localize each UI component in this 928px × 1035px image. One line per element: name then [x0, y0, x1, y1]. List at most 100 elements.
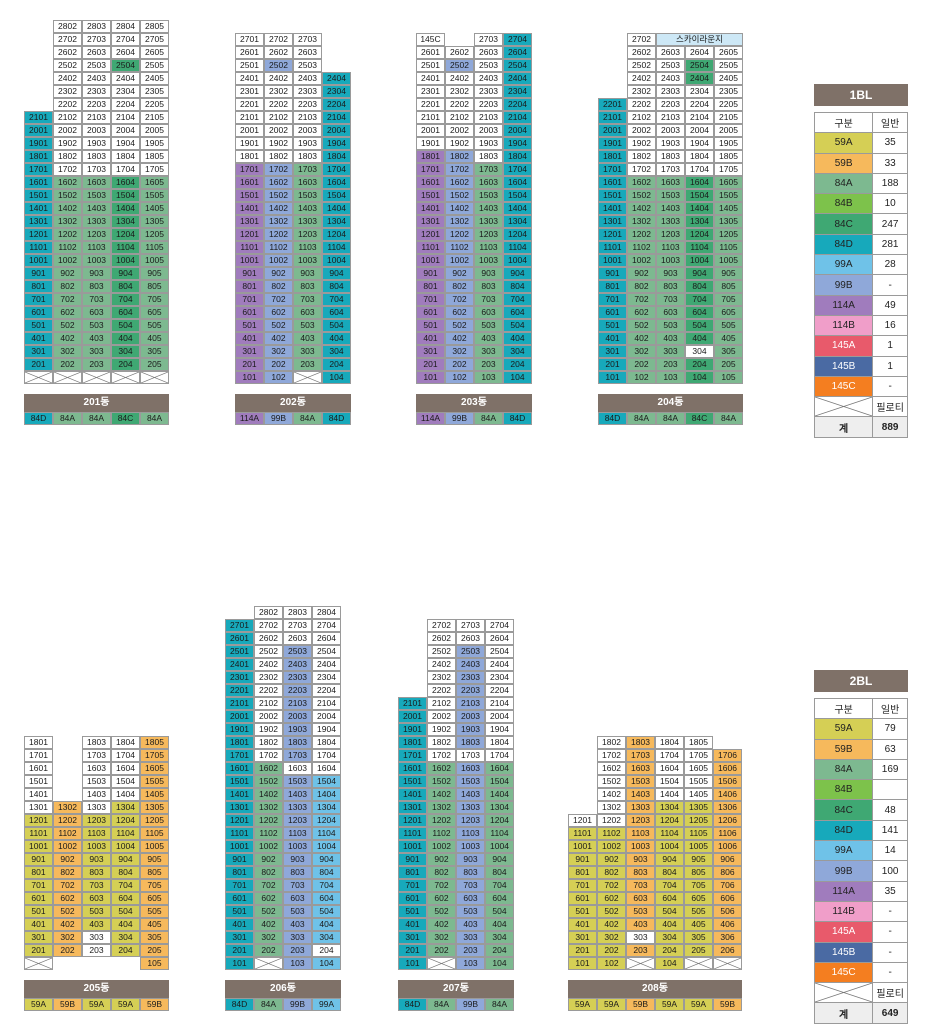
unit-203-1502: 1502: [445, 189, 474, 202]
unit-202-2401: 2401: [235, 72, 264, 85]
unit-202-1102: 1102: [264, 241, 293, 254]
unit-205-303: 303: [82, 931, 111, 944]
unit-205-1205: 1205: [140, 814, 169, 827]
unit-204-403: 403: [656, 332, 685, 345]
legend-total-label: 계: [813, 1002, 874, 1024]
unit-201-2004: 2004: [111, 124, 140, 137]
unit-203-1202: 1202: [445, 228, 474, 241]
unit-204-1502: 1502: [627, 189, 656, 202]
unit-207-2704: 2704: [485, 619, 514, 632]
unit-204-2205: 2205: [714, 98, 743, 111]
unit-206-302: 302: [254, 931, 283, 944]
unit-207-1301: 1301: [398, 801, 427, 814]
unit-205-505: 505: [140, 905, 169, 918]
unit-206-404: 404: [312, 918, 341, 931]
unit-205-1005: 1005: [140, 840, 169, 853]
unit-201-1302: 1302: [53, 215, 82, 228]
unit-204-2402: 2402: [627, 72, 656, 85]
unit-207-501: 501: [398, 905, 427, 918]
unit-201-1904: 1904: [111, 137, 140, 150]
unit-204-905: 905: [714, 267, 743, 280]
unit-203-501: 501: [416, 319, 445, 332]
unit-201-302: 302: [53, 345, 82, 358]
unit-206-803: 803: [283, 866, 312, 879]
unit-208-906: 906: [713, 853, 742, 866]
unit-201-2502: 2502: [53, 59, 82, 72]
unit-206-1702: 1702: [254, 749, 283, 762]
unit-207-2702: 2702: [427, 619, 456, 632]
unit-206-702: 702: [254, 879, 283, 892]
unit-203-604: 604: [503, 306, 532, 319]
unit-206-703: 703: [283, 879, 312, 892]
unit-203-1102: 1102: [445, 241, 474, 254]
unit-201-903: 903: [82, 267, 111, 280]
unit-202-201: 201: [235, 358, 264, 371]
unit-204-2004: 2004: [685, 124, 714, 137]
unit-204-2505: 2505: [714, 59, 743, 72]
unit-207-602: 602: [427, 892, 456, 905]
unit-205-202: 202: [53, 944, 82, 957]
unit-202-1302: 1302: [264, 215, 293, 228]
unit-201-2101: 2101: [24, 111, 53, 124]
unit-202-404: 404: [322, 332, 351, 345]
unit-204-1704: 1704: [685, 163, 714, 176]
unit-204-1102: 1102: [627, 241, 656, 254]
unit-201-1405: 1405: [140, 202, 169, 215]
unit-204-1404: 1404: [685, 202, 714, 215]
line-type-205-1: 59A: [24, 998, 53, 1011]
unit-204-402: 402: [627, 332, 656, 345]
unit-207-1704: 1704: [485, 749, 514, 762]
unit-201-2605: 2605: [140, 46, 169, 59]
unit-207-2004: 2004: [485, 710, 514, 723]
unit-208-206: 206: [713, 944, 742, 957]
unit-208-101: 101: [568, 957, 597, 970]
unit-201-2505: 2505: [140, 59, 169, 72]
unit-206-1003: 1003: [283, 840, 312, 853]
unit-208-104: 104: [655, 957, 684, 970]
unit-205-604: 604: [111, 892, 140, 905]
unit-201-2305: 2305: [140, 85, 169, 98]
unit-208-1802: 1802: [597, 736, 626, 749]
unit-201-2504: 2504: [111, 59, 140, 72]
unit-207-1604: 1604: [485, 762, 514, 775]
unit-207-801: 801: [398, 866, 427, 879]
unit-201-2805: 2805: [140, 20, 169, 33]
unit-204-1604: 1604: [685, 176, 714, 189]
unit-205-804: 804: [111, 866, 140, 879]
unit-205-1302: 1302: [53, 801, 82, 814]
unit-202-1501: 1501: [235, 189, 264, 202]
unit-205-1001: 1001: [24, 840, 53, 853]
unit-201-2802: 2802: [53, 20, 82, 33]
unit-204-1804: 1804: [685, 150, 714, 163]
unit-204-301: 301: [598, 345, 627, 358]
unit-205-903: 903: [82, 853, 111, 866]
unit-201-803: 803: [82, 280, 111, 293]
unit-204-303: 303: [656, 345, 685, 358]
unit-201-1501: 1501: [24, 189, 53, 202]
unit-204-405: 405: [714, 332, 743, 345]
unit-202-903: 903: [293, 267, 322, 280]
unit-204-1205: 1205: [714, 228, 743, 241]
unit-208-1005: 1005: [684, 840, 713, 853]
unit-201-2404: 2404: [111, 72, 140, 85]
unit-203-2504: 2504: [503, 59, 532, 72]
unit-202-1401: 1401: [235, 202, 264, 215]
unit-206-2204: 2204: [312, 684, 341, 697]
line-type-208-4: 59A: [655, 998, 684, 1011]
unit-203-2201: 2201: [416, 98, 445, 111]
unit-201-1305: 1305: [140, 215, 169, 228]
unit-202-2204: 2204: [322, 98, 351, 111]
unit-206-1503: 1503: [283, 775, 312, 788]
unit-206-1101: 1101: [225, 827, 254, 840]
unit-207-1401: 1401: [398, 788, 427, 801]
unit-202-2703: 2703: [293, 33, 322, 46]
unit-204-1605: 1605: [714, 176, 743, 189]
unit-205-403: 403: [82, 918, 111, 931]
building-label-206: 206동: [225, 980, 341, 998]
unit-205-1503: 1503: [82, 775, 111, 788]
unit-201-2803: 2803: [82, 20, 111, 33]
unit-201-2603: 2603: [82, 46, 111, 59]
legend-count-99B: 100: [872, 860, 908, 882]
line-type-205-3: 59A: [82, 998, 111, 1011]
unit-207-804: 804: [485, 866, 514, 879]
